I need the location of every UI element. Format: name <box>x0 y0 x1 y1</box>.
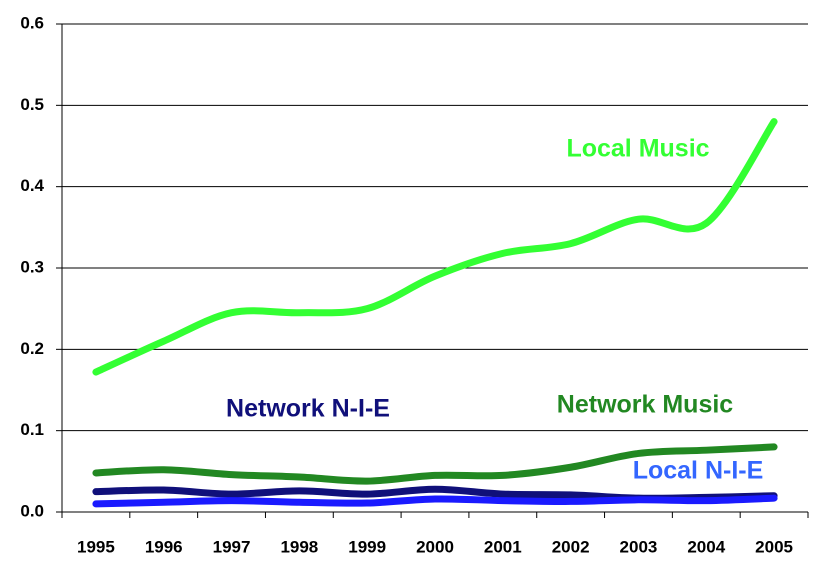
y-tick-label: 0.6 <box>20 13 44 32</box>
x-tick-label: 2001 <box>484 537 522 556</box>
y-tick-label: 0.2 <box>20 339 44 358</box>
x-tick-label: 1999 <box>348 537 386 556</box>
x-tick-label: 2004 <box>687 537 725 556</box>
y-tick-label: 0.1 <box>20 420 44 439</box>
x-tick-label: 1998 <box>280 537 318 556</box>
x-tick-label: 1996 <box>145 537 183 556</box>
series-line <box>92 494 778 508</box>
series-label: Network N-I-E <box>226 395 390 423</box>
x-tick-label: 1995 <box>77 537 115 556</box>
series-line <box>92 118 778 376</box>
x-tick-label: 2002 <box>552 537 590 556</box>
series-label: Local N-I-E <box>633 457 764 485</box>
x-tick-label: 2003 <box>620 537 658 556</box>
series-line <box>92 443 778 485</box>
x-tick-label: 2000 <box>416 537 454 556</box>
y-tick-label: 0.5 <box>20 95 44 114</box>
x-tick-label: 2005 <box>755 537 793 556</box>
y-tick-label: 0.4 <box>20 176 44 195</box>
series-label: Local Music <box>566 135 709 163</box>
x-tick-label: 1997 <box>213 537 251 556</box>
y-tick-label: 0.3 <box>20 257 44 276</box>
series-label: Network Music <box>557 391 734 419</box>
y-tick-label: 0.0 <box>20 501 44 520</box>
